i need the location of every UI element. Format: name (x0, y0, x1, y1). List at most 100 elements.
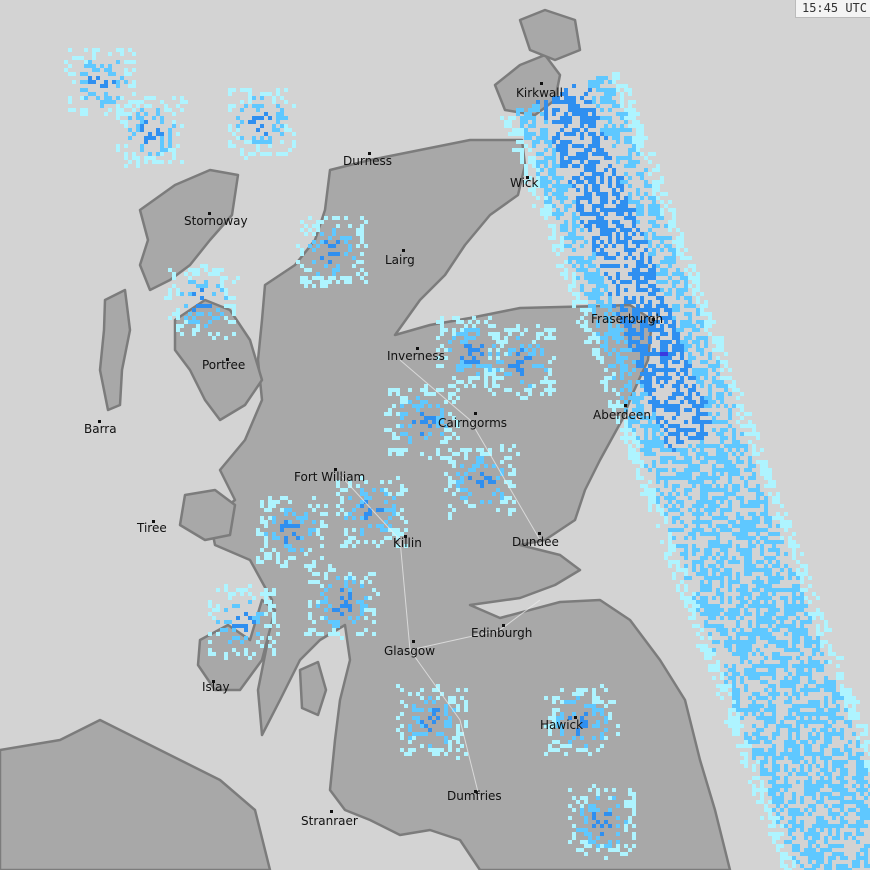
rain-pixel (740, 460, 744, 464)
rain-pixel (816, 668, 820, 672)
rain-pixel (760, 536, 764, 540)
rain-pixel (696, 312, 700, 316)
rain-pixel (704, 576, 708, 580)
rain-pixel (672, 272, 676, 276)
rain-pixel (604, 152, 608, 156)
rain-pixel (620, 404, 624, 408)
rain-pixel (540, 136, 544, 140)
rain-pixel (796, 732, 800, 736)
rain-pixel (592, 132, 596, 136)
rain-pixel (628, 140, 632, 144)
rain-pixel (608, 108, 612, 112)
rain-pixel (552, 232, 556, 236)
rain-pixel (624, 140, 628, 144)
rain-pixel (812, 864, 816, 868)
rain-pixel (688, 400, 692, 404)
rain-pixel (680, 368, 684, 372)
rain-pixel (752, 776, 756, 780)
rain-pixel (736, 548, 740, 552)
rain-pixel (768, 616, 772, 620)
rain-pixel (812, 808, 816, 812)
rain-pixel (700, 644, 704, 648)
rain-pixel (660, 200, 664, 204)
rain-pixel (636, 240, 640, 244)
rain-pixel (784, 788, 788, 792)
rain-pixel (800, 600, 804, 604)
rain-pixel (620, 316, 624, 320)
rain-pixel (704, 520, 708, 524)
rain-pixel (764, 644, 768, 648)
rain-pixel (700, 320, 704, 324)
rain-pixel (768, 636, 772, 640)
rain-pixel (764, 516, 768, 520)
rain-pixel (508, 120, 512, 124)
rain-pixel (736, 688, 740, 692)
rain-pixel (724, 556, 728, 560)
rain-pixel (600, 180, 604, 184)
rain-pixel (860, 724, 864, 728)
rain-pixel (704, 600, 708, 604)
rain-pixel (572, 276, 576, 280)
rain-pixel (620, 304, 624, 308)
rain-pixel (836, 812, 840, 816)
rain-pixel (664, 280, 668, 284)
rain-pixel (668, 368, 672, 372)
rain-pixel (608, 100, 612, 104)
rain-pixel (744, 552, 748, 556)
rain-pixel (740, 640, 744, 644)
rain-pixel (760, 580, 764, 584)
rain-pixel (712, 616, 716, 620)
rain-pixel (620, 100, 624, 104)
rain-pixel (756, 452, 760, 456)
rain-pixel (520, 160, 524, 164)
rain-pixel (728, 616, 732, 620)
rain-pixel (632, 240, 636, 244)
rain-pixel (640, 152, 644, 156)
rain-pixel (852, 808, 856, 812)
rain-pixel (736, 544, 740, 548)
rain-pixel (756, 616, 760, 620)
rain-pixel (648, 424, 652, 428)
rain-pixel (764, 500, 768, 504)
rain-pixel (700, 412, 704, 416)
rain-pixel (652, 292, 656, 296)
rain-pixel (616, 208, 620, 212)
rain-pixel (680, 440, 684, 444)
rain-pixel (700, 452, 704, 456)
rain-pixel (700, 600, 704, 604)
rain-pixel (688, 388, 692, 392)
rain-pixel (712, 496, 716, 500)
rain-pixel (664, 556, 668, 560)
rain-pixel (708, 564, 712, 568)
rain-pixel (724, 444, 728, 448)
rain-pixel (760, 792, 764, 796)
rain-pixel (736, 572, 740, 576)
rain-pixel (560, 148, 564, 152)
rain-pixel (764, 664, 768, 668)
rain-pixel (648, 284, 652, 288)
rain-pixel (832, 796, 836, 800)
rain-pixel (708, 396, 712, 400)
rain-pixel (800, 552, 804, 556)
rain-pixel (764, 504, 768, 508)
rain-pixel (784, 552, 788, 556)
rain-pixel (552, 112, 556, 116)
rain-pixel (664, 380, 668, 384)
rain-pixel (796, 780, 800, 784)
rain-pixel (604, 116, 608, 120)
rain-pixel (704, 368, 708, 372)
rain-pixel (744, 760, 748, 764)
rain-pixel (784, 824, 788, 828)
rain-pixel (704, 644, 708, 648)
rain-pixel (832, 804, 836, 808)
rain-pixel (596, 188, 600, 192)
rain-pixel (684, 360, 688, 364)
rain-pixel (624, 232, 628, 236)
rain-pixel (664, 408, 668, 412)
rain-pixel (576, 300, 580, 304)
rain-pixel (696, 624, 700, 628)
rain-pixel (604, 340, 608, 344)
rain-pixel (796, 568, 800, 572)
rain-pixel (636, 344, 640, 348)
